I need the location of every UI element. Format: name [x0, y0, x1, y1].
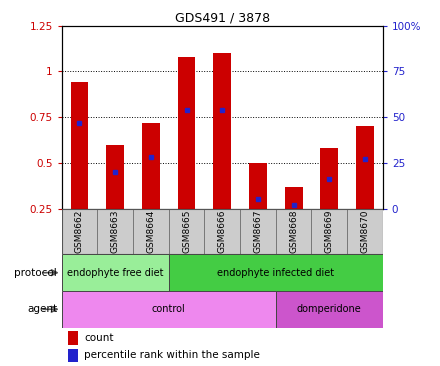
Text: GSM8667: GSM8667: [253, 210, 262, 253]
Bar: [62, 291, 276, 328]
Bar: [142, 123, 160, 209]
Bar: [249, 163, 267, 209]
Bar: [178, 57, 195, 209]
Bar: [62, 254, 169, 291]
Text: GSM8664: GSM8664: [147, 210, 155, 253]
Bar: [68, 332, 78, 345]
Text: domperidone: domperidone: [297, 304, 362, 314]
Text: GSM8665: GSM8665: [182, 210, 191, 253]
Text: control: control: [152, 304, 186, 314]
Bar: [285, 187, 303, 209]
Bar: [68, 349, 78, 362]
Text: GSM8663: GSM8663: [110, 210, 120, 253]
Bar: [106, 145, 124, 209]
Text: agent: agent: [27, 304, 57, 314]
Bar: [70, 82, 88, 209]
Text: endophyte free diet: endophyte free diet: [67, 268, 163, 278]
Bar: [356, 126, 374, 209]
Text: endophyte infected diet: endophyte infected diet: [217, 268, 334, 278]
Text: GSM8669: GSM8669: [325, 210, 334, 253]
Text: GSM8670: GSM8670: [360, 210, 370, 253]
Text: count: count: [84, 333, 114, 343]
Text: GSM8668: GSM8668: [289, 210, 298, 253]
Title: GDS491 / 3878: GDS491 / 3878: [175, 11, 270, 25]
Text: percentile rank within the sample: percentile rank within the sample: [84, 350, 260, 360]
Text: GSM8662: GSM8662: [75, 210, 84, 253]
Bar: [276, 291, 383, 328]
Bar: [320, 148, 338, 209]
Text: GSM8666: GSM8666: [218, 210, 227, 253]
Bar: [169, 254, 383, 291]
Text: protocol: protocol: [15, 268, 57, 278]
Bar: [213, 53, 231, 209]
